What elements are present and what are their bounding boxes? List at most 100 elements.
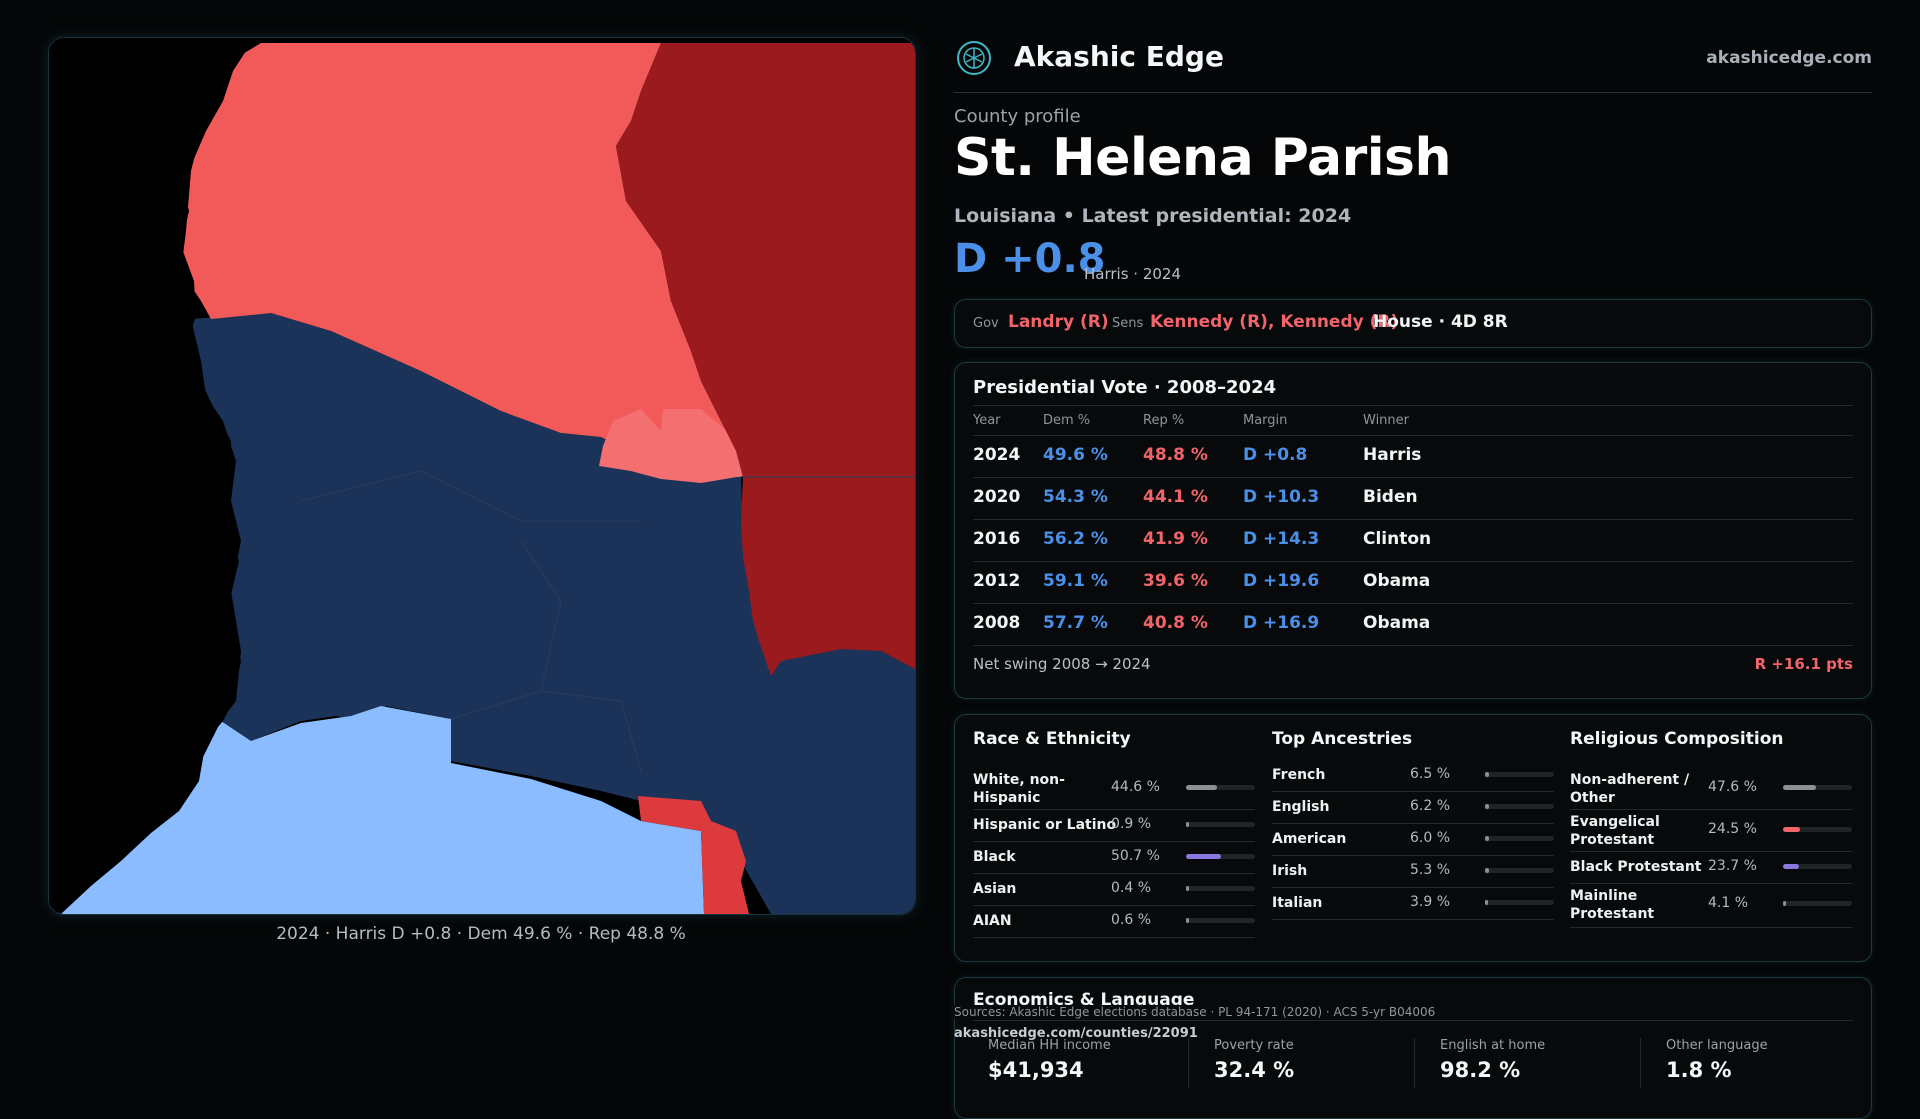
governor-value: Landry (R) [1008,312,1109,332]
stat-label: Median HH income [988,1038,1111,1053]
column-header-rep: Rep % [1143,413,1185,428]
ancestry-label: Italian [1272,895,1323,911]
region-safe-dem[interactable] [191,313,915,914]
region-lean-dem[interactable] [56,706,704,914]
stat-value: 98.2 % [1440,1058,1521,1082]
list-item: Non-adherent / Other 47.6 % [1570,767,1852,810]
religion-bar-fill [1783,901,1786,906]
religion-bar [1783,785,1852,790]
list-item: Mainline Protestant 4.1 % [1570,883,1852,928]
row-margin: D +10.3 [1243,487,1320,507]
list-item: Black Protestant 23.7 % [1570,851,1852,884]
headline-margin: D +0.8 [954,236,1106,282]
stat-english-home: English at home 98.2 % [1440,1038,1641,1088]
row-margin: D +0.8 [1243,445,1308,465]
row-year: 2024 [973,445,1021,465]
race-bar [1186,822,1255,827]
row-margin: D +19.6 [1243,571,1320,591]
race-label: Black [973,849,1016,865]
row-winner: Obama [1363,613,1431,633]
stat-label: English at home [1440,1038,1546,1053]
map-west-edge [49,38,256,914]
ancestry-value: 3.9 % [1410,894,1451,910]
row-winner: Harris [1363,445,1422,465]
senators-value: Kennedy (R), Kennedy (R) [1150,312,1399,332]
religion-column: Religious Composition Non-adherent / Oth… [1570,715,1852,961]
list-item: White, non-Hispanic 44.6 % [973,767,1255,810]
region-lean-rep[interactable] [181,43,741,477]
ancestry-label: English [1272,799,1330,815]
ancestry-title: Top Ancestries [1272,729,1413,749]
list-item: Evangelical Protestant 24.5 % [1570,809,1852,852]
race-value: 44.6 % [1111,779,1160,795]
brand-name[interactable]: Akashic Edge [1014,40,1224,73]
religion-bar-fill [1783,864,1799,869]
ancestry-bar-fill [1485,900,1488,905]
table-row[interactable]: 2008 57.7 % 40.8 % D +16.9 Obama [973,603,1853,645]
race-ethnicity-column: Race & Ethnicity White, non-Hispanic 44.… [973,715,1255,961]
religion-label: Mainline Protestant [1570,888,1655,922]
race-bar [1186,918,1255,923]
ancestry-bar [1485,868,1554,873]
ancestry-bar-fill [1485,836,1489,841]
headline-margin-note: Harris · 2024 [1084,265,1182,283]
ancestry-label: American [1272,831,1347,847]
table-row[interactable]: 2012 59.1 % 39.6 % D +19.6 Obama [973,561,1853,603]
stat-label: Poverty rate [1214,1038,1294,1053]
row-dem: 54.3 % [1043,487,1108,507]
list-item: Irish 5.3 % [1272,855,1554,888]
religion-bar [1783,827,1852,832]
region-safe-rep[interactable] [616,43,915,676]
tree-of-life-icon[interactable] [956,40,992,76]
list-item: AIAN 0.6 % [973,905,1255,938]
stat-other-language: Other language 1.8 % [1666,1038,1866,1088]
race-value: 0.6 % [1111,912,1152,928]
race-bar-fill [1186,854,1221,859]
list-item: English 6.2 % [1272,791,1554,824]
ancestry-bar [1485,772,1554,777]
religion-bar-fill [1783,827,1800,832]
map-boundary-lines [300,470,915,772]
row-dem: 49.6 % [1043,445,1108,465]
row-rep: 39.6 % [1143,571,1208,591]
race-bar-fill [1186,822,1189,827]
race-title: Race & Ethnicity [973,729,1131,749]
ancestry-value: 5.3 % [1410,862,1451,878]
race-bar [1186,854,1255,859]
presidential-card-title: Presidential Vote · 2008–2024 [973,377,1277,398]
list-item: Italian 3.9 % [1272,887,1554,920]
ancestry-bar-fill [1485,804,1489,809]
race-bar-fill [1186,886,1189,891]
permalink[interactable]: akashicedge.com/counties/22091 [954,1026,1198,1041]
row-year: 2012 [973,571,1021,591]
list-item: Black 50.7 % [973,841,1255,874]
county-choropleth-map[interactable] [49,38,915,914]
table-row[interactable]: 2024 49.6 % 48.8 % D +0.8 Harris [973,435,1853,477]
economics-divider [973,1020,1853,1021]
table-row[interactable]: 2020 54.3 % 44.1 % D +10.3 Biden [973,477,1853,519]
stat-median-income: Median HH income $41,934 [988,1038,1189,1088]
row-winner: Obama [1363,571,1431,591]
religion-label: Black Protestant [1570,859,1702,875]
ancestry-column: Top Ancestries French 6.5 % English 6.2 … [1272,715,1554,961]
stat-value: 32.4 % [1214,1058,1295,1082]
column-header-winner: Winner [1363,413,1410,428]
religion-bar-fill [1783,785,1816,790]
region-tilt-rep[interactable] [599,409,743,483]
ancestry-bar [1485,804,1554,809]
county-profile-panel: Akashic Edge akashicedge.com County prof… [954,0,1872,1119]
row-year: 2008 [973,613,1021,633]
governor-label: Gov [973,316,999,331]
brand-url-link[interactable]: akashicedge.com [1706,48,1872,68]
row-dem: 59.1 % [1043,571,1108,591]
table-row[interactable]: 2016 56.2 % 41.9 % D +14.3 Clinton [973,519,1853,561]
stat-value: 1.8 % [1666,1058,1732,1082]
column-header-dem: Dem % [1043,413,1091,428]
race-label: White, non-Hispanic [973,772,1065,806]
region-likely-rep[interactable] [638,796,749,914]
header-divider [973,405,1853,406]
net-swing-label: Net swing 2008 → 2024 [973,655,1151,673]
column-header-margin: Margin [1243,413,1288,428]
race-value: 0.4 % [1111,880,1152,896]
county-map-panel[interactable] [48,37,916,915]
